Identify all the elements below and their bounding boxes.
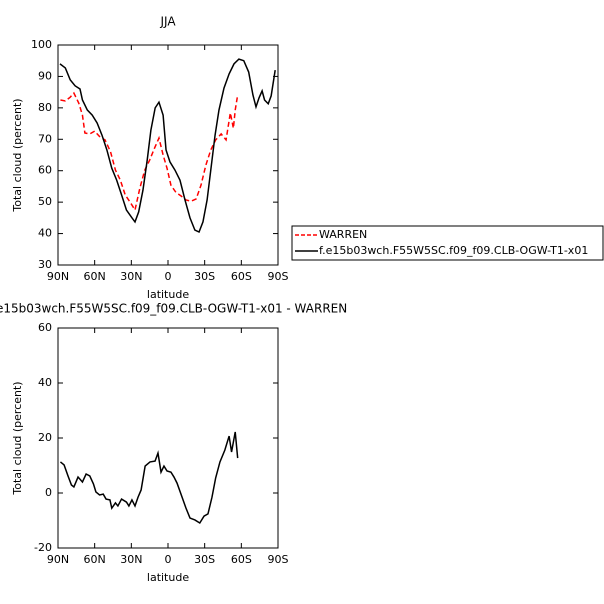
y-tick-label: 60 — [38, 321, 52, 334]
data-line — [60, 91, 239, 212]
x-tick-label: 30N — [120, 553, 142, 566]
x-tick-label: 90N — [47, 270, 69, 283]
x-tick-label: 60S — [231, 270, 252, 283]
x-tick-label: 30N — [120, 270, 142, 283]
legend-label: WARREN — [319, 228, 367, 241]
x-tick-label: 30S — [194, 553, 215, 566]
chart-title: f.e15b03wch.F55W5SC.f09_f09.CLB-OGW-T1-x… — [0, 302, 347, 316]
x-tick-label: 0 — [165, 553, 172, 566]
x-tick-label: 60S — [231, 553, 252, 566]
data-line — [59, 431, 239, 525]
chart-title: JJA — [159, 15, 176, 29]
y-axis-label: Total cloud (percent) — [11, 381, 24, 495]
x-axis-label: latitude — [147, 571, 189, 584]
x-tick-label: 90N — [47, 553, 69, 566]
y-tick-label: 80 — [38, 101, 52, 114]
y-tick-label: 60 — [38, 164, 52, 177]
x-tick-label: 90S — [268, 270, 289, 283]
y-tick-label: 90 — [38, 69, 52, 82]
x-tick-label: 0 — [165, 270, 172, 283]
y-tick-label: 50 — [38, 195, 52, 208]
x-tick-label: 30S — [194, 270, 215, 283]
y-tick-label: -20 — [34, 541, 52, 554]
y-tick-label: 40 — [38, 227, 52, 240]
x-tick-label: 60N — [84, 270, 106, 283]
legend-label: f.e15b03wch.F55W5SC.f09_f09.CLB-OGW-T1-x… — [319, 244, 588, 257]
y-tick-label: 100 — [31, 38, 52, 51]
y-tick-label: 30 — [38, 258, 52, 271]
y-tick-label: 70 — [38, 132, 52, 145]
x-tick-label: 60N — [84, 553, 106, 566]
x-tick-label: 90S — [268, 553, 289, 566]
legend-box — [291, 225, 604, 261]
y-tick-label: 0 — [45, 486, 52, 499]
plot-frame — [57, 327, 279, 549]
y-axis-label: Total cloud (percent) — [11, 98, 24, 212]
data-line — [59, 58, 276, 234]
y-tick-label: 20 — [38, 431, 52, 444]
x-axis-label: latitude — [147, 288, 189, 301]
y-tick-label: 40 — [38, 376, 52, 389]
